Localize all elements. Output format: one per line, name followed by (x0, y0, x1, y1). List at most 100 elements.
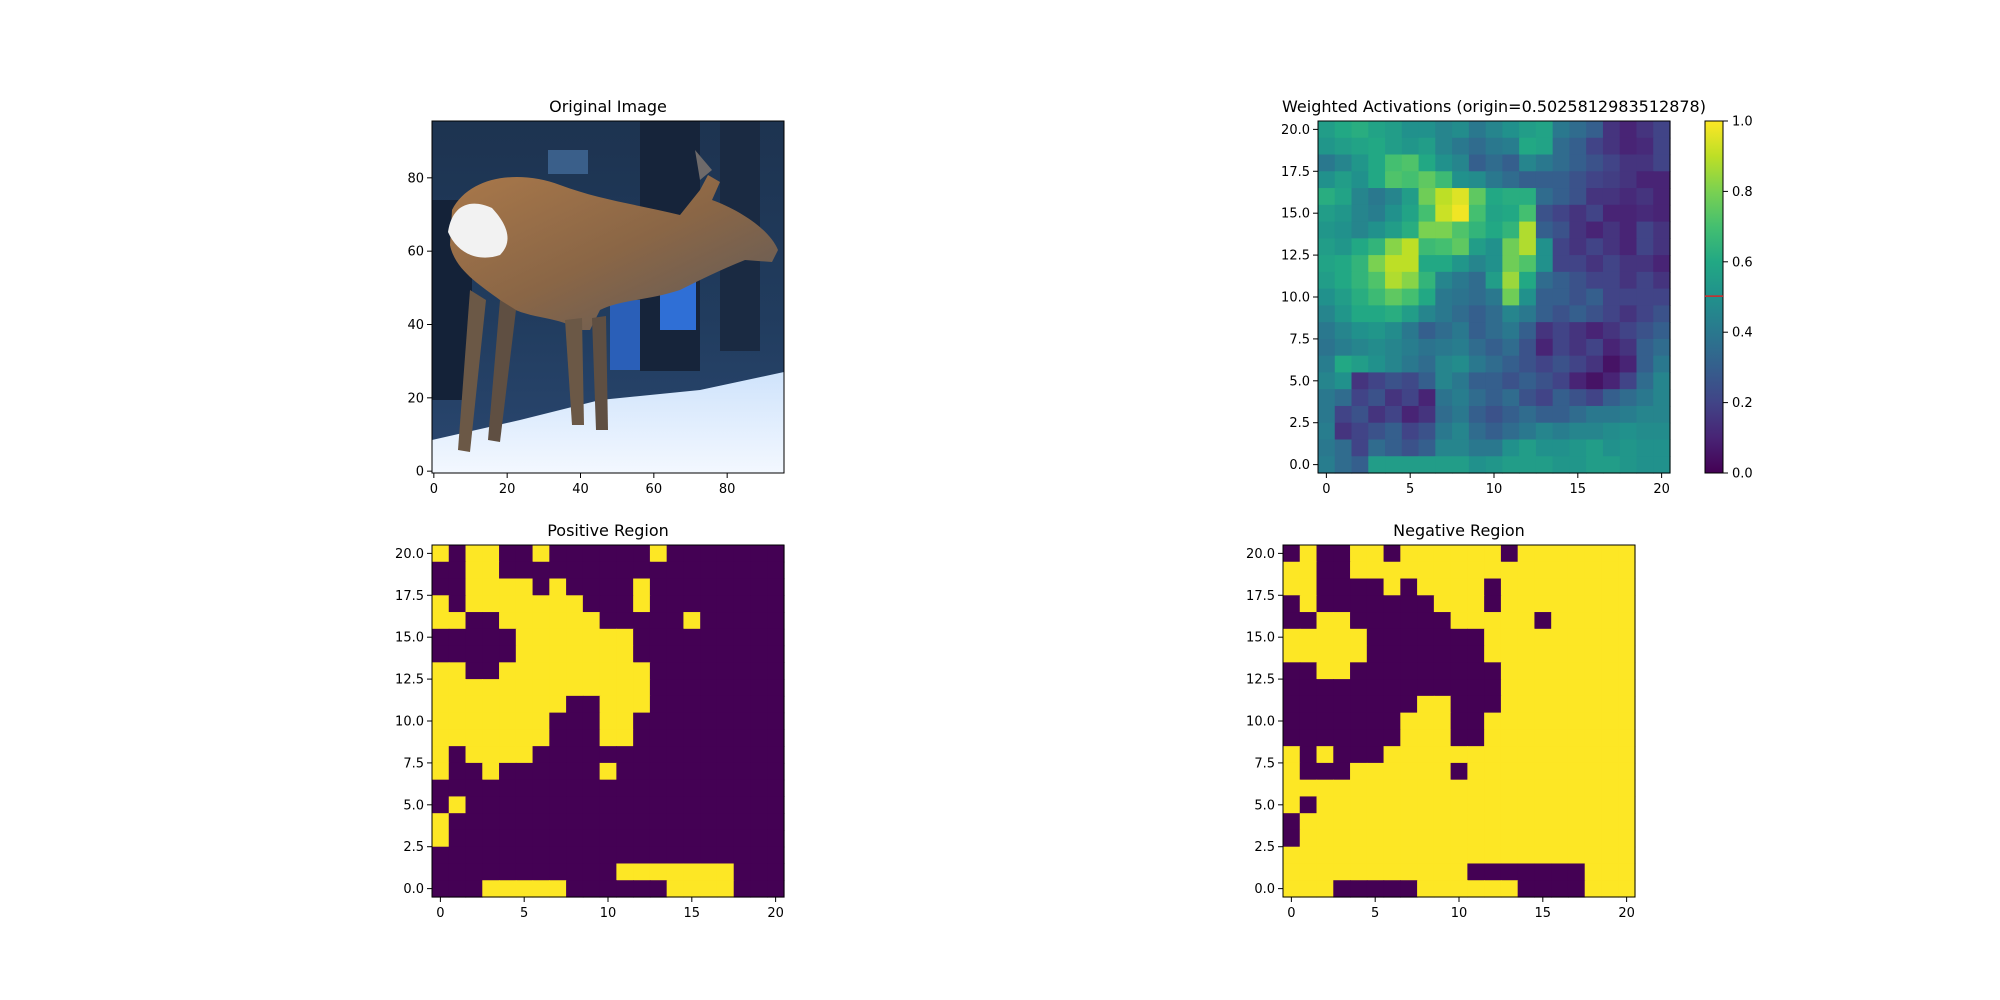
heatmap-cell (666, 796, 685, 814)
heatmap-cell (750, 712, 768, 730)
heatmap-cell (1400, 628, 1418, 647)
heatmap-cell (1452, 305, 1470, 323)
heatmap-cell (1485, 204, 1503, 223)
heatmap-cell (582, 595, 601, 613)
heatmap-cell (1517, 762, 1536, 781)
heatmap-cell (1417, 561, 1435, 580)
heatmap-cell (1619, 238, 1638, 256)
heatmap-cell (1551, 880, 1569, 898)
heatmap-cell (1618, 561, 1636, 580)
heatmap-cell (1299, 595, 1318, 613)
heatmap-cell (1602, 389, 1621, 407)
heatmap-cell (1485, 422, 1503, 441)
heatmap-cell (1418, 171, 1436, 189)
heatmap-cell (599, 729, 617, 747)
heatmap-cell (1586, 322, 1604, 340)
heatmap-cell (1534, 545, 1552, 563)
heatmap-cell (1350, 695, 1368, 714)
heatmap-cell (1350, 813, 1368, 831)
heatmap-cell (1502, 271, 1520, 290)
y-tick-label: 15.0 (1246, 631, 1275, 646)
heatmap-cell (1468, 389, 1487, 407)
heatmap-cell (666, 746, 685, 764)
heatmap-cell (666, 612, 685, 630)
heatmap-cell (1485, 338, 1503, 357)
heatmap-cell (1602, 171, 1621, 189)
heatmap-cell (1400, 779, 1418, 798)
heatmap-cell (549, 779, 567, 798)
heatmap-cell (1619, 405, 1638, 424)
heatmap-cell (683, 863, 701, 881)
heatmap-cell (1552, 439, 1571, 457)
heatmap-cell (1385, 238, 1403, 256)
heatmap-cell (566, 561, 584, 580)
heatmap-cell (1552, 405, 1571, 424)
heatmap-cell (1383, 746, 1401, 764)
heatmap-cell (599, 662, 617, 680)
heatmap-cell (733, 561, 752, 580)
heatmap-cell (767, 880, 785, 898)
heatmap-cell (1484, 779, 1502, 798)
heatmap-cell (465, 863, 483, 881)
heatmap-cell (700, 645, 718, 663)
heatmap-cell (499, 762, 517, 781)
heatmap-cell (1586, 188, 1604, 206)
heatmap-cell (566, 762, 584, 781)
heatmap-cell (499, 863, 517, 881)
heatmap-cell (1653, 405, 1671, 424)
heatmap-cell (432, 779, 450, 798)
heatmap-cell (1318, 439, 1336, 457)
heatmap-cell (767, 628, 785, 647)
heatmap-cell (1318, 456, 1336, 474)
heatmap-cell (1366, 695, 1385, 714)
heatmap-cell (1567, 813, 1586, 831)
heatmap-cell (716, 829, 735, 848)
colorbar-tick-label: 0.4 (1732, 326, 1753, 341)
heatmap-cell (616, 796, 634, 814)
heatmap-cell (1619, 322, 1638, 340)
heatmap-cell (432, 796, 450, 814)
heatmap-cell (549, 796, 567, 814)
heatmap-cell (1567, 863, 1586, 881)
heatmap-cell (1333, 679, 1351, 697)
heatmap-cell (1519, 154, 1537, 172)
heatmap-cell (1484, 645, 1502, 663)
heatmap-cell (1601, 595, 1619, 613)
heatmap-cell (465, 729, 483, 747)
heatmap-cell (1418, 188, 1436, 206)
heatmap-cell (1401, 305, 1420, 323)
heatmap-cell (683, 846, 701, 865)
heatmap-cell (1333, 595, 1351, 613)
heatmap-cell (1485, 439, 1503, 457)
heatmap-cell (1350, 880, 1368, 898)
heatmap-cell (1586, 221, 1604, 239)
heatmap-cell (1567, 846, 1586, 865)
heatmap-cell (1602, 322, 1621, 340)
heatmap-cell (1519, 255, 1537, 273)
heatmap-cell (1383, 628, 1401, 647)
heatmap-cell (1316, 712, 1334, 730)
heatmap-cell (1467, 561, 1485, 580)
heatmap-cell (616, 863, 634, 881)
heatmap-cell (649, 679, 668, 697)
heatmap-cell (1619, 188, 1638, 206)
heatmap-cell (1618, 712, 1636, 730)
heatmap-cell (1534, 679, 1552, 697)
heatmap-cell (1368, 322, 1386, 340)
heatmap-cell (1653, 204, 1671, 223)
heatmap-cell (1552, 255, 1571, 273)
heatmap-cell (1552, 121, 1571, 139)
heatmap-cell (1400, 880, 1418, 898)
heatmap-cell (515, 628, 534, 647)
heatmap-cell (1435, 121, 1453, 139)
heatmap-cell (1383, 561, 1401, 580)
heatmap-cell (465, 578, 483, 596)
heatmap-cell (1584, 645, 1603, 663)
heatmap-cell (1383, 829, 1401, 848)
heatmap-cell (683, 779, 701, 798)
heatmap-cell (649, 846, 668, 865)
y-tick-label: 20.0 (1246, 547, 1275, 562)
heatmap-cell (1450, 829, 1468, 848)
heatmap-cell (1283, 880, 1301, 898)
heatmap-cell (1350, 561, 1368, 580)
